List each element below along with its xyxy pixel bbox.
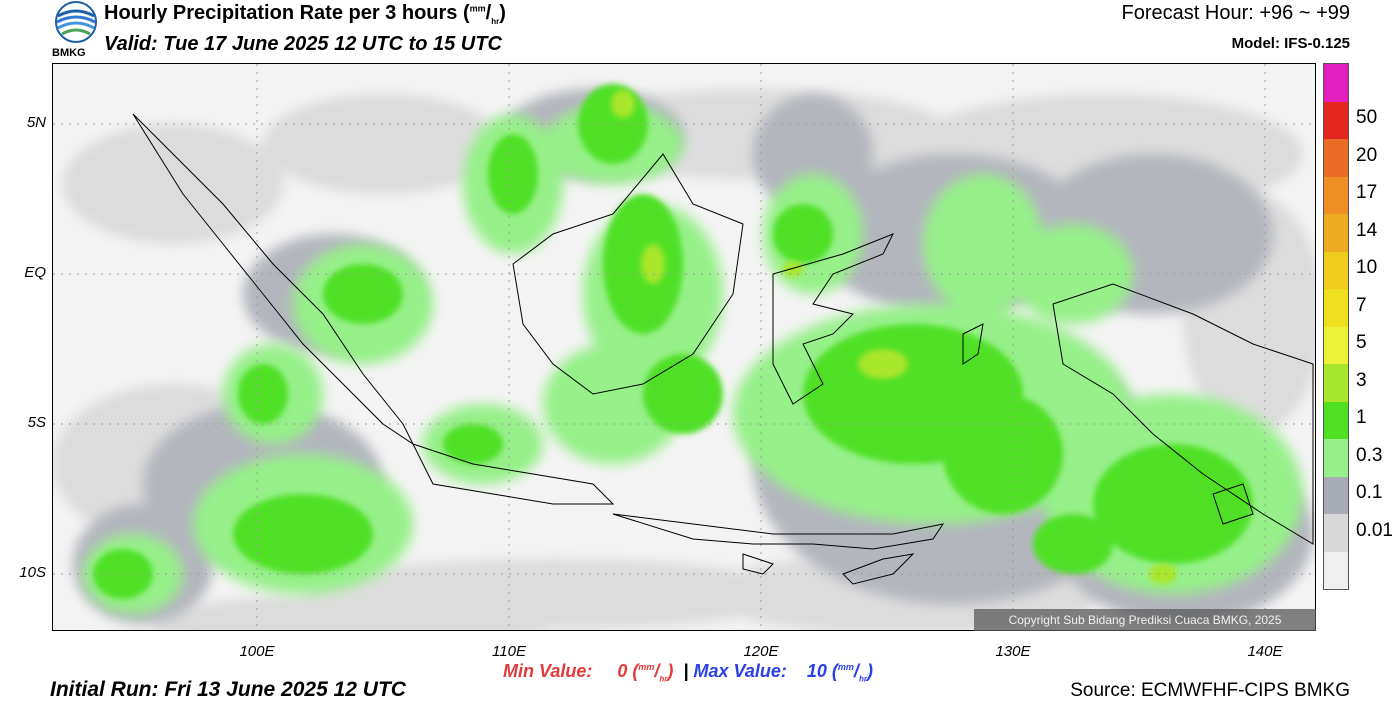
colorbar-label: 1 [1356, 407, 1367, 429]
bmkg-logo [50, 0, 102, 60]
min-value: 0 (mm/hr) [617, 661, 674, 684]
model-name: Model: IFS-0.125 [1231, 35, 1350, 52]
title-unit-num: mm [469, 3, 486, 14]
lon-label-130e: 130E [995, 643, 1031, 660]
colorbar-segment [1324, 64, 1348, 102]
colorbar-segment [1324, 251, 1348, 289]
colorbar-segment [1324, 101, 1348, 139]
colorbar-segment [1324, 551, 1348, 589]
map-canvas [53, 64, 1323, 654]
colorbar-label: 20 [1356, 144, 1378, 166]
colorbar-label: 0.1 [1356, 482, 1383, 504]
colorbar-segment [1324, 176, 1348, 214]
colorbar-segment [1324, 326, 1348, 364]
colorbar-label: 50 [1356, 107, 1378, 129]
colorbar-label: 3 [1356, 369, 1367, 391]
lat-label-5s: 5S [27, 414, 46, 431]
max-value: 10 (mm/hr) [806, 661, 873, 684]
coastlines [132, 113, 1314, 585]
colorbar-segment [1324, 514, 1348, 552]
initial-run: Initial Run: Fri 13 June 2025 12 UTC [50, 678, 406, 701]
colorbar-label: 14 [1356, 219, 1378, 241]
copyright-notice: Copyright Sub Bidang Prediksi Cuaca BMKG… [974, 609, 1316, 631]
colorbar-label: 0.3 [1356, 444, 1383, 466]
colorbar-label: 5 [1356, 332, 1367, 354]
data-source: Source: ECMWFHF-CIPS BMKG [1070, 680, 1350, 701]
title-unit-den: hr [491, 17, 500, 26]
lon-label-120e: 120E [743, 643, 779, 660]
colorbar-segment [1324, 364, 1348, 402]
precipitation-map[interactable]: Copyright Sub Bidang Prediksi Cuaca BMKG… [52, 63, 1323, 654]
lat-label-eq: EQ [24, 264, 46, 281]
lon-label-140e: 140E [1247, 643, 1283, 660]
colorbar-segment [1324, 214, 1348, 252]
title-end: ) [499, 2, 506, 24]
lon-label-100e: 100E [239, 643, 275, 660]
colorbar-segment [1324, 439, 1348, 477]
min-max-values: Min Value: 0 (mm/hr) | Max Value: 10 (mm… [503, 661, 873, 684]
colorbar-segment [1324, 401, 1348, 439]
colorbar-label: 0.01 [1356, 519, 1393, 541]
separator: | [683, 661, 689, 681]
colorbar [1323, 63, 1349, 590]
max-value-label: Max Value: [693, 661, 787, 681]
logo-text: BMKG [52, 47, 86, 59]
colorbar-label: 10 [1356, 257, 1378, 279]
colorbar-label: 7 [1356, 294, 1367, 316]
colorbar-segment [1324, 139, 1348, 177]
precip-heavy [611, 90, 1177, 584]
map-title: Hourly Precipitation Rate per 3 hours (m… [104, 2, 506, 26]
min-value-label: Min Value: [503, 661, 593, 681]
lat-label-5n: 5N [26, 114, 46, 131]
forecast-hour: Forecast Hour: +96 ~ +99 [1121, 2, 1350, 24]
title-main: Hourly Precipitation Rate per 3 hours ( [104, 2, 470, 24]
colorbar-segment [1324, 476, 1348, 514]
colorbar-label: 17 [1356, 182, 1378, 204]
lat-label-10s: 10S [19, 564, 46, 581]
valid-time: Valid: Tue 17 June 2025 12 UTC to 15 UTC [104, 33, 502, 55]
colorbar-segment [1324, 289, 1348, 327]
lon-label-110e: 110E [492, 643, 526, 660]
